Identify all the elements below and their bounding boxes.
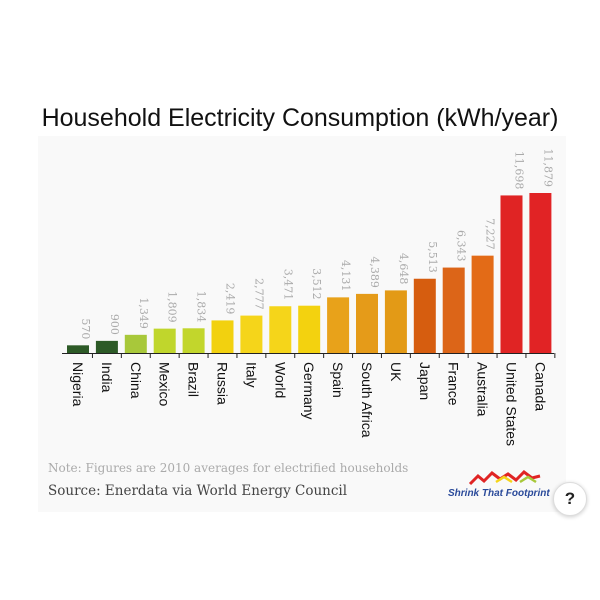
bar-15 <box>500 195 523 353</box>
category-label-7: World <box>272 362 288 398</box>
category-label-4: Brazil <box>186 362 202 397</box>
category-label-9: Spain <box>330 362 346 398</box>
category-label-14: Australia <box>475 362 491 417</box>
bar-0 <box>67 345 89 353</box>
category-label-6: Italy <box>243 362 259 388</box>
bar-1 <box>95 340 118 353</box>
category-label-10: South Africa <box>359 362 375 438</box>
category-label-0: Nigeria <box>70 362 86 407</box>
bar-8 <box>298 305 321 353</box>
value-label-12: 5,513 <box>426 241 439 273</box>
category-label-11: UK <box>388 362 404 382</box>
value-label-15: 11,698 <box>513 151 526 190</box>
help-button[interactable]: ? <box>553 482 587 516</box>
chart-note: Note: Figures are 2010 averages for elec… <box>48 461 408 475</box>
value-label-1: 900 <box>108 314 121 335</box>
bar-9 <box>327 297 350 353</box>
bar-2 <box>124 334 147 353</box>
bar-16 <box>529 193 552 353</box>
category-label-8: Germany <box>301 362 317 420</box>
category-label-2: China <box>128 362 144 399</box>
bar-7 <box>269 306 292 353</box>
bar-6 <box>240 315 263 353</box>
value-label-11: 4,648 <box>397 253 410 285</box>
bar-3 <box>153 328 176 353</box>
bar-11 <box>384 290 407 353</box>
logo-accent-green-icon <box>519 475 537 484</box>
value-label-13: 6,343 <box>455 230 468 262</box>
category-label-15: United States <box>504 362 520 446</box>
bar-5 <box>211 320 234 353</box>
chart-source: Source: Enerdata via World Energy Counci… <box>48 483 347 499</box>
bar-10 <box>356 293 378 353</box>
value-label-16: 11,879 <box>541 149 554 188</box>
bar-4 <box>182 328 205 353</box>
value-label-6: 2,777 <box>252 278 265 310</box>
category-label-12: Japan <box>417 362 433 400</box>
category-label-1: India <box>99 362 115 393</box>
value-label-2: 1,349 <box>137 297 150 329</box>
value-label-7: 3,471 <box>281 269 294 301</box>
bar-14 <box>471 255 494 353</box>
chart-title: Household Electricity Consumption (kWh/y… <box>42 104 559 132</box>
bar-12 <box>413 278 436 353</box>
value-label-0: 570 <box>79 318 92 339</box>
logo: Shrink That Footprint <box>448 470 550 499</box>
category-label-3: Mexico <box>157 362 173 407</box>
value-label-8: 3,512 <box>310 268 323 300</box>
value-label-3: 1,809 <box>166 291 179 323</box>
value-label-9: 4,131 <box>339 260 352 292</box>
value-label-4: 1,834 <box>195 291 208 323</box>
bars-layer: 570 900 1,349 1,809 1,834 2,419 2,777 3,471 3,51… <box>67 149 554 353</box>
category-label-13: France <box>446 362 462 406</box>
category-label-5: Russia <box>215 362 231 405</box>
logo-accent-icon <box>495 475 513 484</box>
x-axis-ticks: Nigeria India China Mexico Brazil Russia Italy… <box>70 353 556 446</box>
value-label-10: 4,389 <box>368 256 381 288</box>
value-label-5: 2,419 <box>224 283 237 315</box>
bar-13 <box>442 267 465 353</box>
value-label-14: 7,227 <box>484 218 497 250</box>
category-label-16: Canada <box>532 362 548 411</box>
logo-text: Shrink That Footprint <box>448 488 550 499</box>
